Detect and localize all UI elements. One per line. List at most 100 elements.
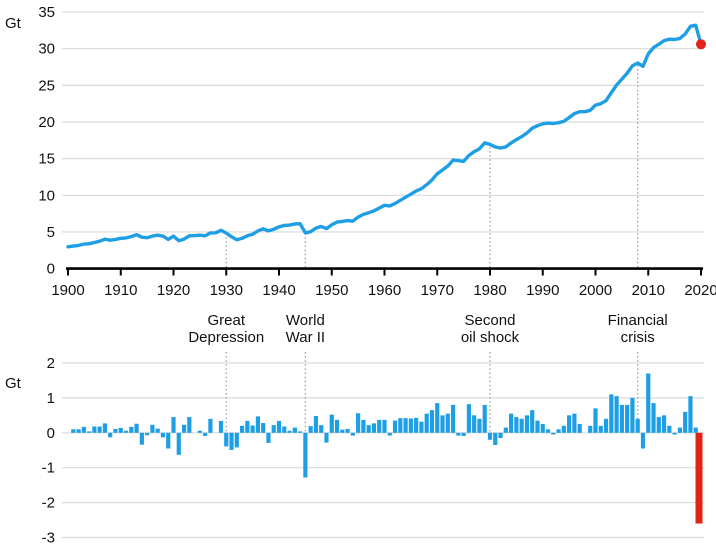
change-bar bbox=[181, 424, 187, 433]
change-bar bbox=[625, 404, 630, 433]
x-axis-tick-label: 1920 bbox=[157, 282, 190, 299]
change-bar bbox=[630, 397, 635, 433]
change-bar bbox=[414, 417, 419, 433]
bar-chart-ytick-label: 1 bbox=[47, 390, 55, 407]
change-bar bbox=[487, 432, 493, 440]
change-bar bbox=[577, 424, 582, 433]
bar-chart-ytick-label: -1 bbox=[42, 460, 55, 477]
bar-chart-ytick-label: 0 bbox=[47, 425, 55, 442]
change-bar bbox=[635, 418, 640, 433]
change-bar bbox=[276, 420, 282, 433]
change-bar bbox=[598, 425, 603, 433]
change-bar bbox=[545, 429, 551, 433]
change-bar bbox=[450, 404, 456, 433]
change-bar bbox=[456, 432, 461, 436]
x-axis-tick-label: 1940 bbox=[262, 282, 295, 299]
x-axis-tick-label: 1960 bbox=[368, 282, 401, 299]
change-bar bbox=[208, 418, 213, 433]
change-bar bbox=[239, 425, 245, 433]
change-bar bbox=[224, 432, 229, 447]
change-bar bbox=[271, 425, 276, 433]
x-axis-tick-label: 2020 bbox=[684, 282, 716, 299]
change-bar bbox=[324, 432, 329, 443]
change-bar bbox=[614, 396, 619, 433]
bar-chart-unit-label: Gt bbox=[5, 375, 21, 392]
change-bar bbox=[561, 425, 566, 433]
change-bar bbox=[524, 415, 530, 433]
change-bar bbox=[535, 420, 540, 433]
line-chart-ytick-label: 0 bbox=[47, 261, 55, 278]
change-bar bbox=[350, 432, 355, 436]
x-axis-tick-label: 1950 bbox=[315, 282, 348, 299]
change-bar bbox=[145, 432, 150, 436]
change-bar bbox=[593, 408, 598, 433]
change-bar bbox=[166, 432, 171, 449]
change-bar bbox=[640, 432, 646, 449]
change-bar bbox=[123, 430, 129, 433]
change-bar bbox=[419, 421, 424, 433]
change-bar bbox=[656, 417, 661, 433]
line-chart-ytick-label: 5 bbox=[47, 224, 55, 241]
x-axis-tick-label: 1990 bbox=[526, 282, 559, 299]
change-bar bbox=[366, 425, 371, 433]
x-axis-tick-label: 1970 bbox=[421, 282, 454, 299]
change-bar bbox=[661, 415, 667, 433]
change-bar bbox=[377, 419, 382, 433]
change-bar bbox=[572, 413, 577, 433]
change-bar bbox=[361, 419, 366, 433]
change-bar bbox=[81, 426, 86, 433]
change-bar bbox=[197, 430, 202, 433]
change-bar bbox=[356, 413, 361, 433]
line-chart-ytick-label: 20 bbox=[38, 114, 55, 131]
change-bar bbox=[551, 432, 556, 435]
change-bar bbox=[567, 415, 572, 433]
change-bar bbox=[429, 410, 435, 433]
change-bar bbox=[287, 430, 292, 433]
change-bar bbox=[282, 426, 287, 433]
change-bar bbox=[509, 413, 514, 433]
x-axis-tick-label: 2000 bbox=[579, 282, 612, 299]
change-bar bbox=[250, 425, 255, 433]
change-bar bbox=[298, 431, 303, 433]
change-bar bbox=[71, 429, 76, 433]
change-bar bbox=[171, 417, 176, 433]
change-bar bbox=[313, 416, 319, 433]
change-bar bbox=[392, 420, 398, 433]
end-point-2020-marker bbox=[696, 39, 706, 50]
change-bar bbox=[651, 403, 656, 433]
change-bar bbox=[255, 416, 260, 433]
change-bar bbox=[514, 417, 519, 433]
change-bar bbox=[461, 432, 466, 436]
change-bar bbox=[619, 404, 624, 433]
change-bar bbox=[87, 431, 92, 433]
change-bar bbox=[113, 428, 118, 433]
change-bar bbox=[129, 426, 134, 433]
change-bar bbox=[540, 424, 545, 433]
change-bar bbox=[340, 429, 345, 433]
change-bar bbox=[609, 394, 614, 433]
bar-chart-ytick-label: -3 bbox=[42, 530, 55, 547]
change-bar bbox=[234, 432, 239, 448]
change-bar bbox=[334, 419, 340, 433]
change-bar bbox=[303, 432, 308, 478]
change-bar bbox=[493, 432, 498, 446]
change-bar bbox=[498, 432, 503, 439]
change-bar bbox=[218, 420, 224, 433]
bar-2020-highlight bbox=[695, 432, 703, 524]
line-chart-ytick-label: 15 bbox=[38, 151, 55, 168]
change-bar bbox=[482, 404, 487, 433]
change-bar bbox=[139, 432, 144, 445]
change-bar bbox=[203, 432, 208, 436]
change-bar bbox=[382, 419, 387, 433]
x-axis-tick-label: 1930 bbox=[210, 282, 243, 299]
change-bar bbox=[176, 432, 181, 455]
change-bar bbox=[134, 423, 139, 433]
change-bar bbox=[677, 427, 682, 433]
change-bar bbox=[646, 373, 651, 433]
change-bar bbox=[588, 425, 593, 433]
change-bar bbox=[556, 429, 561, 433]
change-bar bbox=[435, 403, 440, 433]
change-bar bbox=[530, 410, 535, 433]
change-bar bbox=[477, 418, 482, 433]
